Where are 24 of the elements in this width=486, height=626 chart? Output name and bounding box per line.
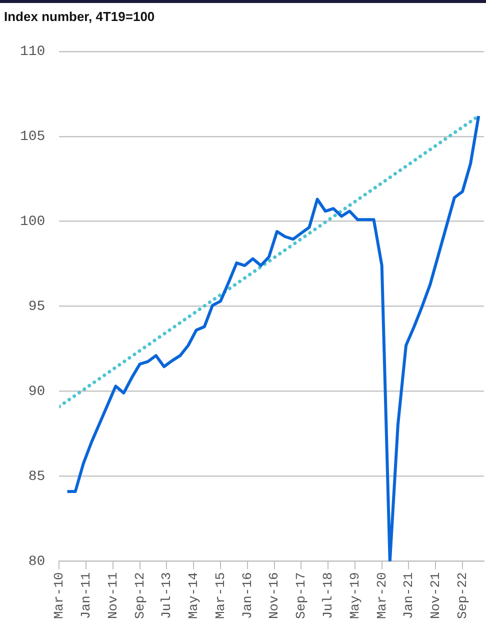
x-tick-label: Jul-13 xyxy=(159,572,174,620)
y-tick-label: 80 xyxy=(28,554,46,570)
x-tick-label: Sep-12 xyxy=(132,572,148,620)
x-tick-label: Mar-15 xyxy=(212,572,228,620)
x-tick-label: Mar-20 xyxy=(374,572,390,620)
x-tick-label: Jan-21 xyxy=(401,572,416,620)
x-tick-label: Jul-18 xyxy=(320,572,336,620)
chart-title: Index number, 4T19=100 xyxy=(3,8,156,26)
y-tick-label: 105 xyxy=(20,129,46,146)
x-tick-label: Nov-16 xyxy=(266,572,282,620)
x-tick-label: Jan-16 xyxy=(240,572,255,620)
x-tick-label: Sep-17 xyxy=(294,572,309,620)
y-tick-label: 85 xyxy=(28,468,46,485)
x-tick-label: Mar-10 xyxy=(52,572,67,620)
y-tick-label: 100 xyxy=(20,214,46,230)
y-tick-label: 95 xyxy=(28,299,46,315)
x-tick-label: May-14 xyxy=(186,572,202,620)
y-tick-label: 90 xyxy=(28,384,46,400)
x-tick-label: May-19 xyxy=(347,572,362,620)
x-tick-label: Nov-21 xyxy=(428,572,444,620)
x-tick-label: Jan-11 xyxy=(78,572,94,620)
x-tick-label: Nov-11 xyxy=(105,572,120,620)
y-tick-label: 110 xyxy=(20,44,46,60)
x-tick-label: Sep-22 xyxy=(454,572,470,620)
